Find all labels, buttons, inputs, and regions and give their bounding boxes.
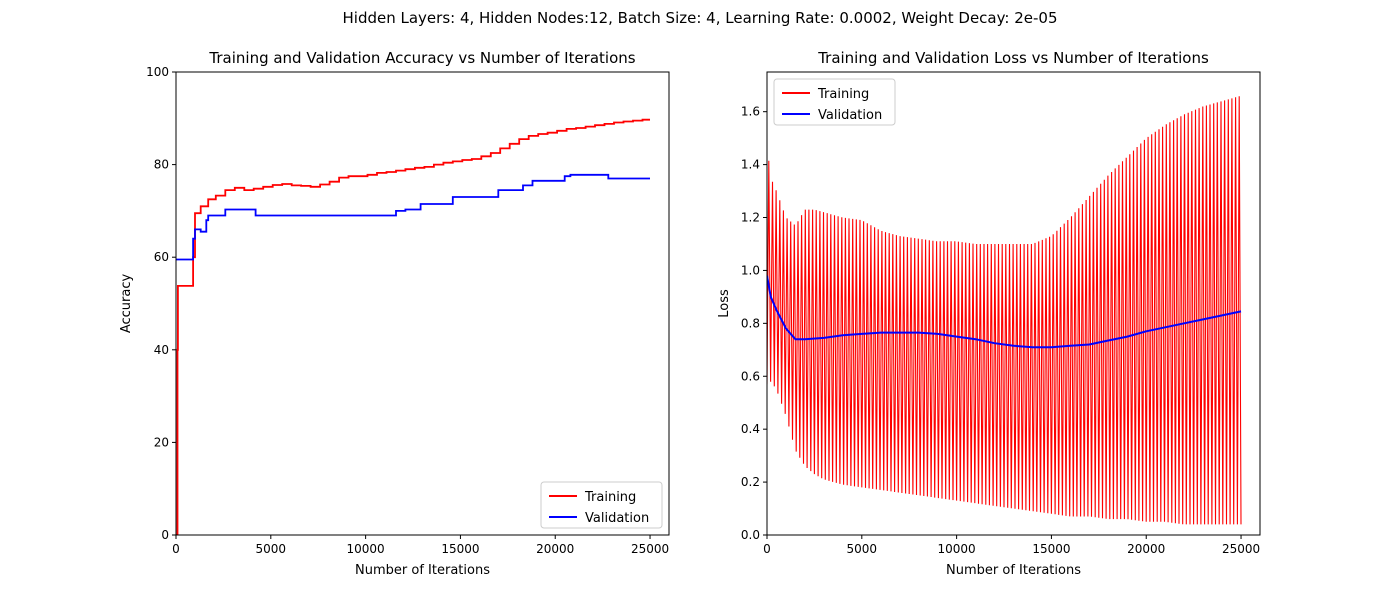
- series-line-training: [767, 96, 1242, 525]
- x-tick-label: 10000: [938, 542, 976, 556]
- series-line-validation: [767, 275, 1242, 349]
- y-tick-label: 0.6: [741, 369, 760, 383]
- figure-suptitle: Hidden Layers: 4, Hidden Nodes:12, Batch…: [342, 9, 1058, 27]
- y-tick-label: 1.0: [741, 263, 760, 277]
- axes-frame: [766, 71, 1261, 536]
- y-tick-label: 1.2: [741, 211, 760, 225]
- legend-label-training: Training: [584, 490, 636, 505]
- plot-area: [176, 118, 650, 535]
- legend: Training Validation: [773, 78, 896, 126]
- y-tick-label: 0: [161, 528, 169, 542]
- x-axis-label: Number of Iterations: [946, 563, 1081, 578]
- chart-title: Training and Validation Loss vs Number o…: [817, 49, 1209, 67]
- y-tick-label: 20: [154, 435, 169, 449]
- legend-label-validation: Validation: [818, 108, 882, 123]
- y-tick-label: 1.6: [741, 105, 760, 119]
- x-tick-label: 15000: [441, 542, 479, 556]
- y-tick-label: 1.4: [741, 158, 760, 172]
- legend: Training Validation: [540, 481, 663, 529]
- x-tick-label: 5000: [256, 542, 287, 556]
- x-tick-label: 20000: [1127, 542, 1165, 556]
- y-tick-label: 0.8: [741, 316, 760, 330]
- series-line-training: [176, 118, 650, 535]
- axes-frame: [175, 71, 670, 536]
- x-axis-label: Number of Iterations: [355, 563, 490, 578]
- series-line-validation: [176, 173, 650, 261]
- y-tick-label: 40: [154, 343, 169, 357]
- x-tick-label: 25000: [1222, 542, 1260, 556]
- x-tick-label: 25000: [631, 542, 669, 556]
- x-tick-label: 0: [763, 542, 771, 556]
- legend-label-training: Training: [817, 87, 869, 102]
- chart-title: Training and Validation Accuracy vs Numb…: [208, 49, 635, 67]
- x-tick-label: 15000: [1032, 542, 1070, 556]
- chart-2: Training and Validation Loss vs Number o…: [717, 49, 1261, 578]
- y-tick-label: 0.2: [741, 475, 760, 489]
- y-tick-label: 60: [154, 250, 169, 264]
- x-tick-label: 5000: [847, 542, 878, 556]
- y-tick-label: 0.0: [741, 528, 760, 542]
- x-tick-label: 10000: [347, 542, 385, 556]
- chart-1: Training and Validation Accuracy vs Numb…: [119, 49, 670, 578]
- y-axis-label: Loss: [717, 289, 732, 318]
- legend-label-validation: Validation: [585, 511, 649, 526]
- plot-area: [767, 96, 1242, 525]
- x-tick-label: 20000: [536, 542, 574, 556]
- y-axis-label: Accuracy: [119, 274, 134, 334]
- y-tick-label: 0.4: [741, 422, 760, 436]
- y-tick-label: 80: [154, 158, 169, 172]
- y-tick-label: 100: [146, 65, 169, 79]
- x-tick-label: 0: [172, 542, 180, 556]
